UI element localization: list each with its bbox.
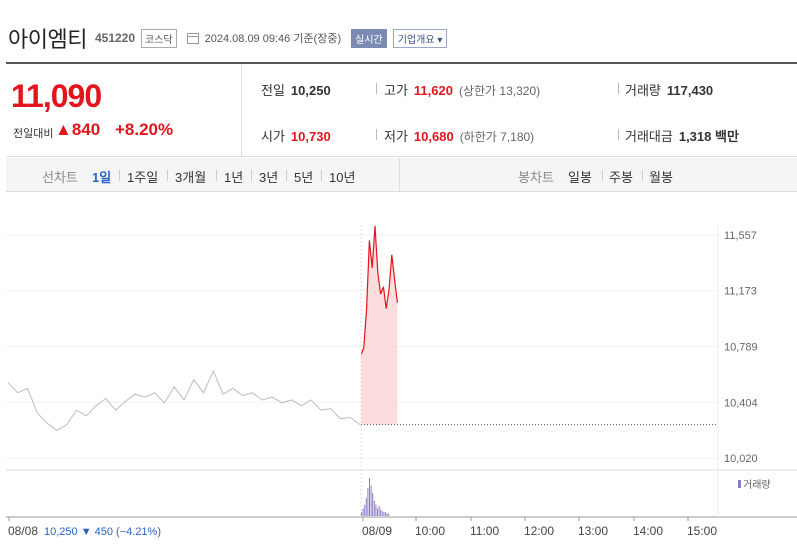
- open-label: 시가: [261, 129, 285, 144]
- volume-bar: [375, 504, 377, 516]
- separator: [376, 83, 377, 94]
- y-tick-label: 10,404: [724, 397, 758, 409]
- prev-close-value: 10,250: [290, 83, 331, 98]
- tab-1w[interactable]: 1주일: [127, 170, 159, 185]
- volume-bar: [385, 512, 386, 516]
- high-cell: 고가 11,620 (상한가 13,320): [384, 80, 540, 99]
- open-value: 10,730: [290, 129, 331, 144]
- tab-3m[interactable]: 3개월: [175, 170, 207, 185]
- realtime-button[interactable]: 실시간: [351, 28, 387, 48]
- low-value: 10,680: [413, 129, 454, 144]
- amount-value: 1,318 백만: [678, 129, 739, 144]
- volume-bar: [380, 509, 382, 516]
- open-cell: 시가 10,730: [261, 126, 331, 145]
- tab-10y[interactable]: 10년: [329, 170, 356, 185]
- tab-separator: [602, 170, 603, 181]
- x-tick-label: 08/09: [362, 524, 392, 538]
- calendar-icon: [186, 32, 199, 44]
- volume-value: 117,430: [666, 83, 714, 98]
- tab-monthly[interactable]: 월봉: [649, 170, 673, 185]
- volume-bar: [373, 500, 375, 516]
- tab-weekly[interactable]: 주봉: [609, 170, 633, 185]
- tab-separator: [286, 170, 287, 181]
- volume-cell: 거래량 117,430: [625, 80, 713, 99]
- today-price-line: [360, 225, 398, 356]
- tab-separator: [216, 170, 217, 181]
- y-tick-label: 11,557: [724, 230, 757, 242]
- low-cell: 저가 10,680 (하한가 7,180): [384, 126, 534, 145]
- high-label: 고가: [384, 83, 408, 98]
- prev-close-label: 전일: [261, 83, 285, 98]
- quote-panel: 11,090 전일대비 ▲840 +8.20% 전일 10,250 고가 11,…: [6, 62, 797, 157]
- prev-day-close-caption: 10,250 ▼ 450 (−4.21%): [44, 526, 161, 538]
- volume-label: 거래량: [625, 83, 661, 98]
- amount-cell: 거래대금 1,318 백만: [625, 126, 739, 145]
- volume-bar: [364, 504, 366, 516]
- tab-1y[interactable]: 1년: [224, 170, 244, 185]
- y-tick-label: 10,789: [724, 341, 758, 353]
- tab-separator: [642, 170, 643, 181]
- volume-bar: [383, 512, 385, 516]
- amount-label: 거래대금: [625, 129, 673, 144]
- tab-daily[interactable]: 일봉: [568, 170, 592, 185]
- volume-bar: [361, 512, 362, 516]
- today-price-area: [361, 225, 398, 425]
- volume-bar: [367, 488, 369, 516]
- stock-header: 아이엠티 451220 코스닥 2024.08.09 09:46 기준(장중) …: [8, 22, 448, 54]
- prev-close-cell: 전일 10,250: [261, 80, 331, 99]
- tab-3y[interactable]: 3년: [259, 170, 279, 185]
- x-tick-label: 08/08: [8, 524, 38, 538]
- tab-separator: [119, 170, 120, 181]
- tab-5y[interactable]: 5년: [294, 170, 314, 185]
- prev-day-price-line: [7, 369, 361, 432]
- low-label: 저가: [384, 129, 408, 144]
- diff-label: 전일대비: [13, 128, 54, 140]
- market-badge: 코스닥: [141, 28, 177, 48]
- separator: [618, 129, 619, 140]
- separator: [618, 83, 619, 94]
- tab-1d[interactable]: 1일: [92, 170, 112, 185]
- tab-separator: [167, 170, 168, 181]
- volume-bar: [369, 478, 370, 516]
- stock-code: 451220: [94, 31, 136, 45]
- upper-limit: (상한가 13,320): [458, 84, 541, 98]
- tab-separator: [251, 170, 252, 181]
- volume-legend-swatch: [738, 480, 741, 488]
- price-box: 11,090 전일대비 ▲840 +8.20%: [6, 64, 242, 157]
- volume-bar: [365, 498, 367, 516]
- lower-limit: (하한가 7,180): [459, 130, 535, 144]
- current-price: 11,090: [11, 78, 102, 114]
- tab-separator: [321, 170, 322, 181]
- x-tick-label: 13:00: [578, 524, 608, 538]
- candle-chart-label: 봉차트: [518, 170, 554, 185]
- volume-bar: [381, 510, 383, 516]
- volume-legend-label: 거래량: [743, 479, 771, 491]
- tabs-divider: [399, 158, 400, 191]
- price-chart[interactable]: 11,557 11,173 10,789 10,404 10,020 거래량 08/08 08…: [0, 195, 797, 557]
- x-tick-label: 11:00: [470, 524, 499, 538]
- volume-bar: [378, 505, 380, 516]
- volume-bar: [388, 513, 390, 516]
- y-tick-label: 10,020: [724, 453, 758, 465]
- x-tick-label: 12:00: [524, 524, 554, 538]
- company-overview-button[interactable]: 기업개요 ▾: [392, 28, 448, 48]
- stock-name: 아이엠티: [8, 27, 87, 52]
- high-value: 11,620: [413, 83, 453, 98]
- x-tick-label: 10:00: [415, 524, 445, 538]
- volume-bar: [372, 493, 374, 516]
- quote-datetime: 2024.08.09 09:46 기준(장중): [204, 33, 342, 45]
- line-chart-label: 선차트: [42, 170, 78, 185]
- x-tick-label: 15:00: [687, 524, 717, 538]
- diff-value: ▲840: [55, 120, 101, 139]
- chart-tabs: 선차트 1일 1주일 3개월 1년 3년 5년 10년 봉차트 일봉 주봉 월봉: [6, 158, 797, 192]
- volume-bar: [377, 508, 378, 516]
- volume-bar: [370, 485, 372, 516]
- y-tick-label: 11,173: [724, 286, 757, 298]
- diff-rate: +8.20%: [115, 120, 174, 139]
- x-tick-label: 14:00: [633, 524, 663, 538]
- volume-bar: [362, 508, 364, 516]
- separator: [376, 129, 377, 140]
- volume-bar: [386, 513, 388, 516]
